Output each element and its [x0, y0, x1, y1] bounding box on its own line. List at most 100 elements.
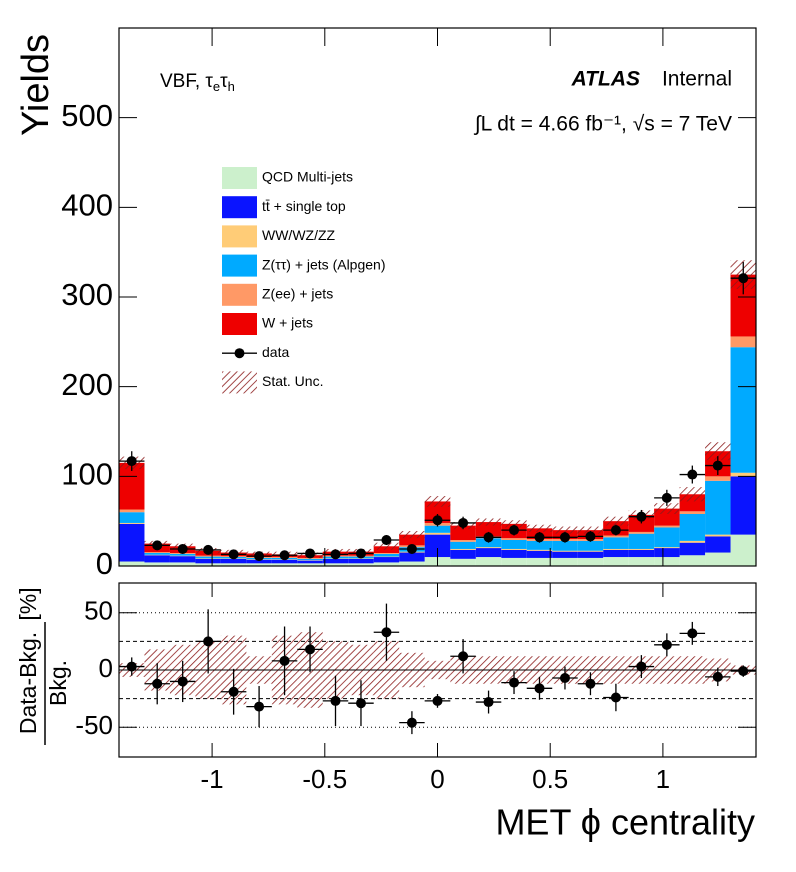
stack-segment — [246, 559, 272, 564]
y-tick-label: 400 — [61, 188, 113, 223]
y-tick-label: 100 — [61, 457, 113, 492]
stack-segment — [603, 537, 629, 549]
ratio-point — [330, 695, 341, 706]
data-point — [177, 543, 188, 554]
stack-segment — [271, 559, 298, 564]
legend-label: Stat. Unc. — [262, 373, 323, 389]
stack-segment — [501, 548, 527, 550]
stack-segment — [169, 562, 196, 566]
stack-segment — [348, 558, 374, 564]
stack-segment — [195, 556, 221, 559]
stack-segment — [679, 555, 706, 566]
legend-label: Z(ττ) + jets (Alpgen) — [262, 256, 385, 272]
stat-band — [399, 531, 425, 539]
stack-segment — [654, 548, 680, 558]
data-point — [305, 548, 316, 559]
stack-segment — [730, 476, 756, 535]
stack-segment — [119, 523, 145, 562]
legend-swatch — [222, 283, 257, 306]
stack-segment — [552, 557, 578, 566]
stack-segment — [399, 552, 425, 562]
frame — [118, 582, 757, 758]
stat-band — [501, 520, 527, 528]
stack-segment — [169, 556, 196, 563]
ratio-point — [585, 678, 596, 689]
ratio-point — [305, 644, 316, 655]
channel-part: h — [228, 79, 235, 94]
data-point — [228, 549, 239, 560]
ratio-point — [228, 686, 239, 697]
y-tick-label: -50 — [75, 710, 113, 740]
x-tick-label: -1 — [201, 764, 224, 794]
legend-swatch — [222, 196, 257, 219]
ratio-point — [483, 697, 494, 708]
stack-segment — [450, 549, 476, 559]
stat-band — [424, 496, 451, 507]
ratio-point — [254, 701, 265, 712]
ratio-point — [559, 673, 570, 684]
data-point — [406, 543, 417, 554]
ratio-point — [381, 627, 392, 638]
stack-segment — [730, 534, 756, 566]
stack-segment — [119, 512, 145, 523]
legend-label: data — [262, 344, 289, 360]
stack-segment — [501, 538, 527, 540]
y-tick-label: 0 — [99, 653, 113, 683]
legend-label: QCD Multi-jets — [262, 169, 353, 185]
channel-part: τ — [220, 71, 228, 92]
ratio-point — [509, 677, 520, 688]
y-axis-label: Yields — [15, 34, 57, 136]
stack-segment — [144, 552, 170, 555]
stat-band — [373, 542, 400, 550]
stack-segment — [424, 534, 451, 558]
legend-swatch — [222, 371, 257, 394]
stack-segment — [119, 522, 145, 524]
stack-segment — [603, 549, 629, 558]
legend-swatch — [222, 167, 257, 189]
stack-segment — [705, 480, 731, 535]
ratio-denominator: Bkg. — [45, 660, 71, 706]
stack-segment — [730, 472, 756, 477]
ratio-point — [636, 661, 647, 672]
stack-segment — [654, 525, 680, 528]
stack-segment — [705, 534, 731, 537]
stack-segment — [628, 548, 655, 550]
data-point — [483, 532, 494, 543]
y-tick-label: 300 — [61, 277, 113, 312]
channel-label: VBF, τeτh — [160, 71, 235, 94]
stack-segment — [603, 557, 629, 566]
ratio-point — [126, 661, 137, 672]
experiment-label: ATLAS — [571, 68, 640, 91]
data-point — [432, 515, 443, 526]
ratio-point — [661, 639, 672, 650]
legend-swatch — [222, 225, 257, 248]
stack-segment — [220, 563, 247, 566]
stack-segment — [450, 548, 476, 550]
ratio-point — [610, 692, 621, 703]
stack-segment — [501, 549, 527, 558]
frame — [118, 27, 757, 567]
stack-segment — [450, 558, 476, 566]
stack-segment — [195, 563, 221, 566]
stack-segment — [501, 557, 527, 566]
x-tick-label: 1 — [656, 764, 670, 794]
data-point — [559, 532, 570, 543]
stack-segment — [603, 548, 629, 550]
stack-segment — [654, 547, 680, 549]
data-point — [203, 544, 214, 555]
stack-segment — [654, 557, 680, 566]
data-point — [279, 550, 290, 561]
stack-segment — [119, 509, 145, 513]
x-tick-label: 0 — [430, 764, 444, 794]
y-tick-label: 200 — [61, 367, 113, 402]
legend-swatch — [234, 348, 245, 359]
data-point — [687, 469, 698, 480]
stack-segment — [705, 536, 731, 553]
ratio-point — [177, 676, 188, 687]
ratio-numerator: Data-Bkg. — [15, 632, 41, 734]
stack-segment — [501, 539, 527, 549]
stack-segment — [526, 550, 553, 558]
data-point — [661, 492, 672, 503]
ratio-point — [687, 628, 698, 639]
